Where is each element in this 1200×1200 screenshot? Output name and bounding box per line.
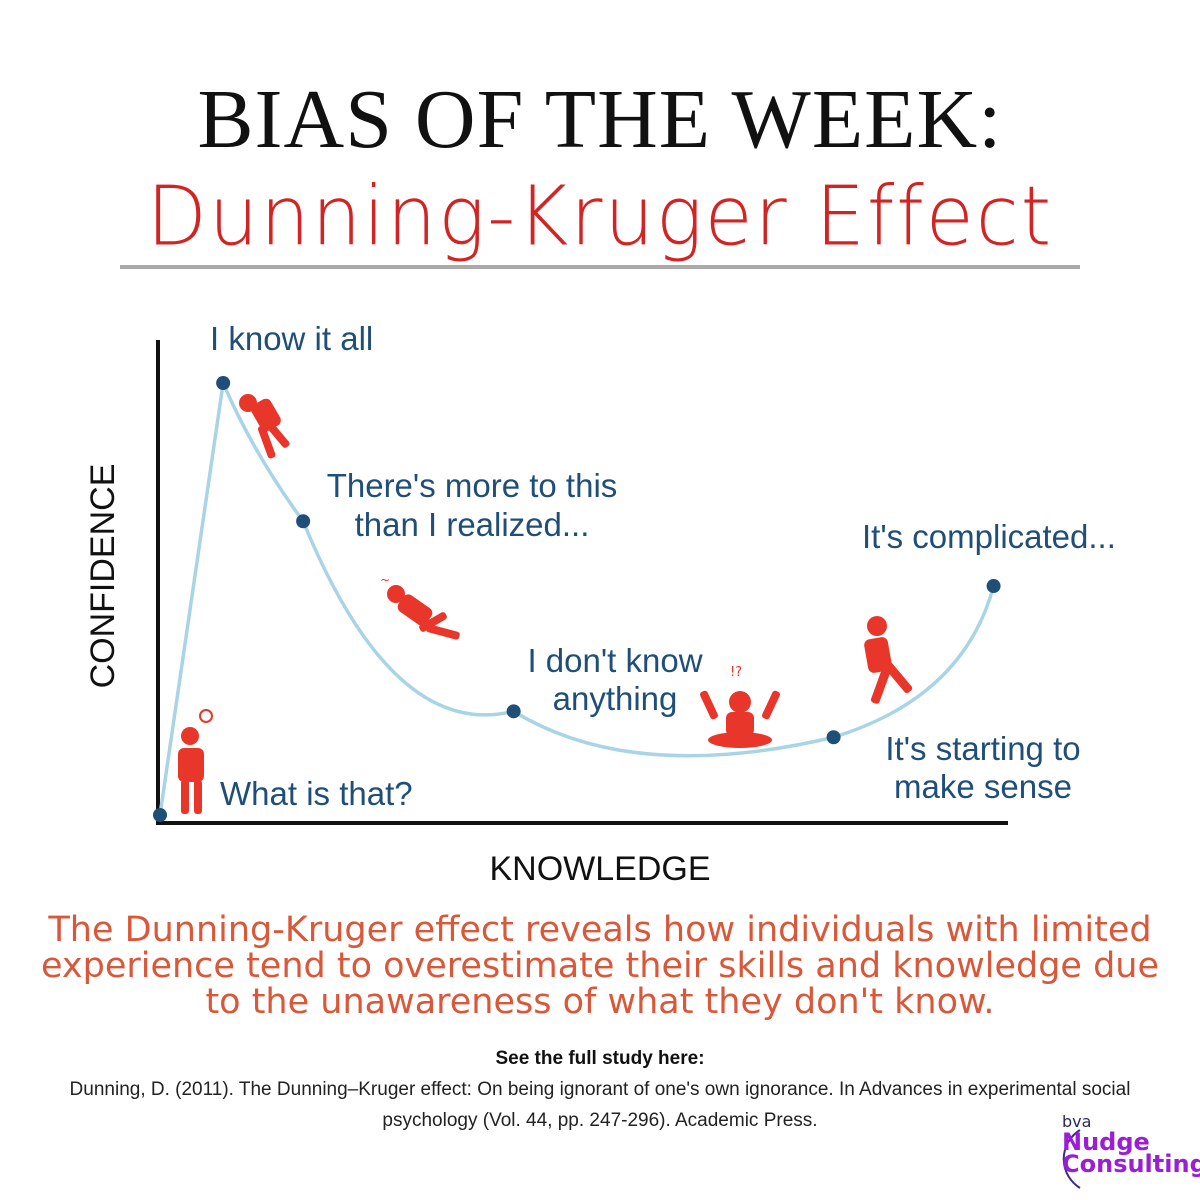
label-what-is-that: What is that?	[220, 775, 413, 812]
label-dont-know-anything: I don't know anything	[527, 642, 702, 717]
title-divider	[120, 265, 1080, 269]
x-axis-title: KNOWLEDGE	[489, 850, 710, 888]
summary-text: The Dunning-Kruger effect reveals how in…	[40, 910, 1160, 1022]
stage-point-5	[986, 579, 1001, 594]
svg-text:~: ~	[380, 573, 390, 587]
logo-line2: Consulting	[1062, 1150, 1200, 1178]
figure-in-hole-icon: !?	[700, 665, 780, 748]
logo-line1: Nudge	[1062, 1128, 1150, 1156]
nudge-consulting-logo-icon	[1062, 1129, 1081, 1189]
citation-text: Dunning, D. (2011). The Dunning–Kruger e…	[69, 1079, 1131, 1131]
stage-point-4	[826, 730, 841, 745]
label-starting-to-make-sense: It's starting to make sense	[885, 730, 1080, 805]
stage-points	[153, 376, 1001, 822]
page-subtitle: Dunning-Kruger Effect	[146, 169, 1054, 265]
label-i-know-it-all: I know it all	[210, 320, 373, 357]
citation-heading: See the full study here:	[495, 1048, 705, 1069]
stage-point-1	[216, 376, 231, 390]
label-its-complicated: It's complicated...	[862, 518, 1116, 555]
page-title: BIAS OF THE WEEK:	[197, 73, 1003, 166]
y-axis-title: CONFIDENCE	[84, 464, 122, 689]
svg-text:!?: !?	[730, 665, 742, 680]
logo-brand: bva	[1062, 1112, 1092, 1131]
figure-arms-crossed-icon	[178, 709, 213, 814]
stage-point-3	[506, 704, 521, 719]
figure-sliding-down-icon	[239, 394, 290, 459]
label-more-to-this: There's more to this than I realized...	[327, 467, 618, 543]
dunning-kruger-chart: KNOWLEDGE CONFIDENCE What is that? I kno…	[84, 320, 1116, 888]
figure-falling-icon: ~	[380, 573, 460, 640]
stage-point-2	[296, 514, 311, 529]
figure-walking-icon	[864, 616, 913, 704]
stage-point-0	[153, 808, 167, 822]
